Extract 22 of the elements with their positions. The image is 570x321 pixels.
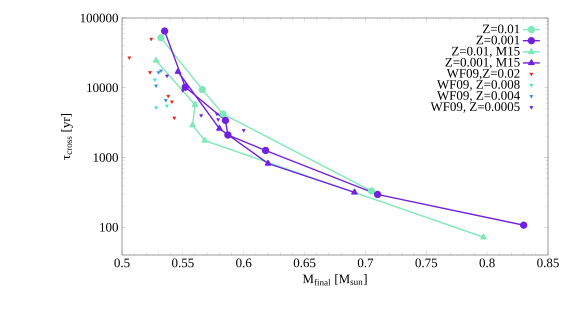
legend-label: WF09, Z=0.004 [436,91,520,102]
x-tick-label: 0.55 [172,258,194,268]
legend-label: WF09, Z=0.0005 [430,102,520,113]
x-axis-title: M$_{final}$ [M$_{sun}$] [302,274,367,286]
y-axis-title: τ$_{cross}$ [yr] [61,114,73,160]
y-tick-label: 1000 [94,153,118,162]
x-tick-label: 0.75 [415,258,438,268]
legend-label: WF09,Z=0.02 [446,68,520,80]
legend-label: Z=0.001 [476,36,520,44]
legend-label: Z=0.01, M15 [452,46,520,58]
x-tick-label: 0.5 [114,258,130,268]
x-tick-label: 0.85 [537,258,559,268]
legend-label: Z=0.001, M15 [445,58,520,68]
y-tick-label: 100 [100,222,118,232]
x-tick-label: 0.65 [294,258,316,268]
y-tick-label: 100000 [80,14,118,22]
y-tick-label: 10000 [87,83,118,92]
x-tick-label: 0.8 [480,258,495,268]
legend-label: WF09, Z=0.008 [436,80,520,91]
x-tick-label: 0.6 [236,258,252,268]
legend-label: Z=0.01 [482,24,520,34]
x-tick-label: 0.7 [358,258,374,268]
